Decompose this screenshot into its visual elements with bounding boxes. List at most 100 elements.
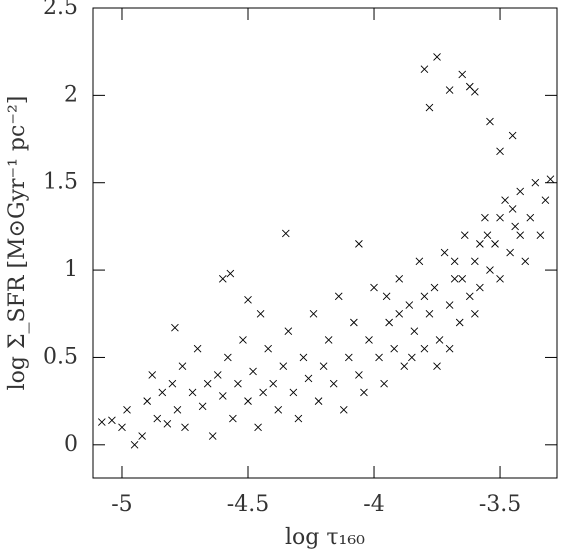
point	[536, 231, 545, 239]
point	[390, 344, 399, 353]
point	[324, 336, 333, 344]
point	[516, 231, 525, 239]
point	[425, 309, 434, 318]
point	[355, 371, 363, 379]
point	[420, 65, 429, 73]
point	[405, 301, 414, 309]
point	[181, 423, 189, 432]
point	[458, 70, 467, 79]
point	[319, 362, 328, 370]
point	[249, 367, 257, 376]
point	[123, 406, 131, 414]
point	[188, 388, 197, 397]
point	[370, 283, 378, 292]
point	[546, 175, 555, 184]
y-axis-label: log Σ_SFR [M⊙Gyr⁻¹ pc⁻²]	[5, 96, 30, 391]
point	[471, 88, 479, 96]
point	[496, 274, 504, 283]
point	[508, 205, 517, 213]
point	[130, 440, 139, 449]
point	[385, 318, 393, 327]
point	[491, 240, 499, 248]
point	[153, 414, 162, 423]
y-tick-label: 0.5	[43, 344, 78, 369]
point	[425, 103, 434, 112]
point	[455, 318, 464, 327]
point	[410, 327, 419, 336]
y-tick-label: 1	[64, 257, 78, 282]
x-tick-label: -5	[111, 492, 132, 517]
point	[158, 388, 167, 397]
point	[501, 196, 509, 205]
point	[218, 392, 227, 400]
point	[395, 274, 404, 283]
point	[178, 362, 187, 370]
point	[173, 406, 182, 414]
point	[382, 292, 391, 301]
point	[284, 327, 293, 336]
x-axis-label: log τ₁₆₀	[285, 525, 365, 550]
point	[279, 362, 288, 370]
point	[483, 231, 492, 239]
point	[259, 388, 267, 397]
x-tick-label: -4	[363, 492, 384, 517]
point	[98, 418, 106, 426]
point	[264, 344, 272, 353]
point	[254, 423, 262, 432]
point	[486, 266, 494, 274]
point	[281, 229, 290, 238]
point	[526, 213, 535, 222]
point	[541, 196, 550, 205]
point	[408, 353, 416, 362]
point	[244, 295, 252, 304]
point	[458, 274, 467, 283]
point	[269, 379, 278, 388]
point	[314, 397, 323, 405]
point	[118, 423, 126, 432]
point	[496, 213, 504, 222]
point	[329, 379, 338, 388]
y-tick-label: 0	[64, 432, 78, 457]
point	[148, 371, 157, 379]
point	[445, 301, 454, 309]
point	[218, 274, 227, 283]
point	[465, 292, 474, 301]
point	[430, 283, 439, 292]
point	[476, 283, 484, 292]
point	[380, 379, 388, 388]
point	[481, 213, 489, 222]
point	[435, 336, 444, 344]
point	[486, 117, 494, 126]
point	[213, 371, 222, 379]
point	[395, 309, 404, 318]
point	[506, 248, 514, 257]
point	[471, 257, 479, 266]
point	[171, 323, 179, 332]
point	[433, 53, 441, 61]
point	[450, 274, 459, 283]
point	[415, 257, 424, 266]
point	[143, 397, 152, 405]
plot-frame	[92, 7, 558, 479]
point	[226, 269, 235, 278]
point	[309, 309, 318, 318]
point	[138, 432, 146, 440]
point	[433, 362, 441, 370]
x-tick-label: -4.5	[227, 492, 269, 517]
point	[355, 240, 363, 248]
point	[239, 336, 247, 344]
point	[420, 292, 429, 301]
point	[450, 257, 459, 266]
point	[244, 397, 252, 405]
point	[256, 309, 265, 318]
point	[476, 240, 484, 248]
y-tick-label: 1.5	[43, 170, 78, 195]
point	[208, 432, 217, 440]
point	[531, 178, 540, 187]
x-tick-label: -3.5	[479, 492, 521, 517]
point	[229, 414, 237, 423]
point	[471, 309, 479, 318]
point	[274, 406, 283, 414]
point	[400, 362, 409, 370]
